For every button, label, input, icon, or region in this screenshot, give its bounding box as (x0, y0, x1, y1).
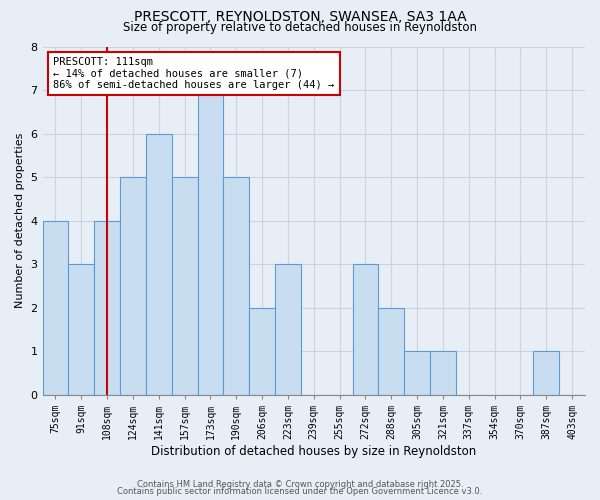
Bar (404, 351, 430, 395)
Bar (43, 220, 68, 394)
Text: Contains HM Land Registry data © Crown copyright and database right 2025.: Contains HM Land Registry data © Crown c… (137, 480, 463, 489)
Bar (172, 177, 197, 394)
Text: Size of property relative to detached houses in Reynoldston: Size of property relative to detached ho… (123, 21, 477, 34)
Bar (430, 351, 456, 395)
Text: PRESCOTT, REYNOLDSTON, SWANSEA, SA3 1AA: PRESCOTT, REYNOLDSTON, SWANSEA, SA3 1AA (134, 10, 466, 24)
Text: PRESCOTT: 111sqm
← 14% of detached houses are smaller (7)
86% of semi-detached h: PRESCOTT: 111sqm ← 14% of detached house… (53, 57, 335, 90)
Text: Contains public sector information licensed under the Open Government Licence v3: Contains public sector information licen… (118, 487, 482, 496)
Bar (68, 264, 94, 394)
Bar (353, 264, 379, 394)
Bar (146, 134, 172, 394)
Bar (223, 177, 249, 394)
Bar (120, 177, 146, 394)
X-axis label: Distribution of detached houses by size in Reynoldston: Distribution of detached houses by size … (151, 444, 476, 458)
Bar (197, 90, 223, 394)
Bar (533, 351, 559, 395)
Bar (275, 264, 301, 394)
Bar (249, 308, 275, 394)
Y-axis label: Number of detached properties: Number of detached properties (15, 133, 25, 308)
Bar (379, 308, 404, 394)
Bar (94, 220, 120, 394)
